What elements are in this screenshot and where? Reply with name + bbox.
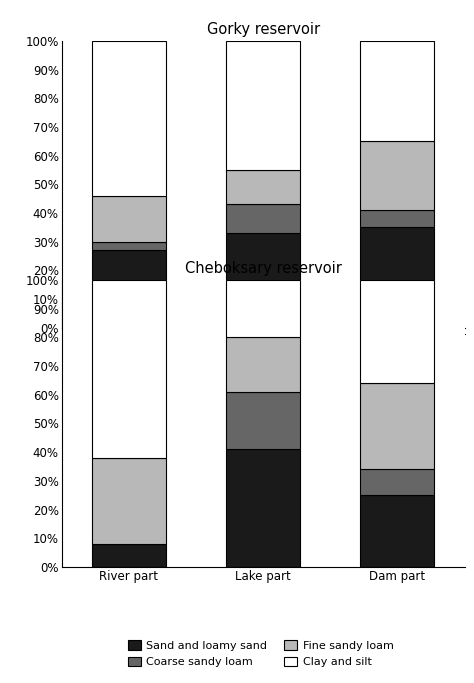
Bar	[92, 458, 166, 544]
Bar	[92, 544, 166, 567]
Title: Cheboksary reservoir: Cheboksary reservoir	[185, 261, 341, 276]
Title: Gorky reservoir: Gorky reservoir	[207, 22, 319, 37]
Bar	[360, 469, 434, 495]
Bar	[226, 392, 300, 449]
Bar	[226, 41, 300, 170]
Bar	[360, 210, 434, 227]
Bar	[92, 251, 166, 328]
Bar	[92, 280, 166, 458]
Bar	[92, 41, 166, 196]
Bar	[226, 204, 300, 233]
Bar	[360, 41, 434, 141]
Bar	[360, 141, 434, 210]
Bar	[92, 196, 166, 242]
Bar	[226, 233, 300, 328]
Bar	[226, 170, 300, 204]
Bar	[226, 337, 300, 392]
Legend: Sand and loamy sand, Coarse sandy loam, Fine sandy loam, Clay and silt: Sand and loamy sand, Coarse sandy loam, …	[124, 637, 397, 671]
Bar	[226, 449, 300, 567]
Bar	[360, 227, 434, 328]
Bar	[226, 280, 300, 337]
Bar	[360, 383, 434, 469]
Bar	[360, 280, 434, 383]
Bar	[360, 495, 434, 567]
Bar	[92, 242, 166, 251]
